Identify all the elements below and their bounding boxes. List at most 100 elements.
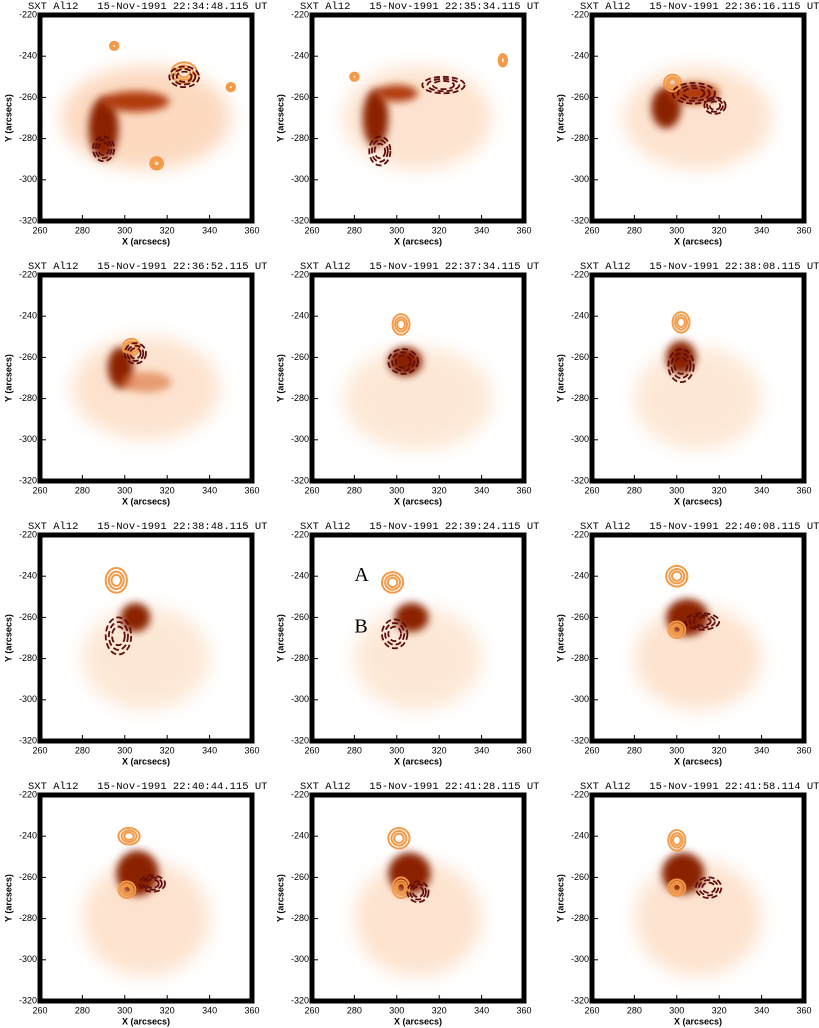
annotation: B xyxy=(354,615,367,637)
y-tick-label: -280 xyxy=(19,653,37,663)
contour-orange xyxy=(123,831,135,841)
contour-orange xyxy=(665,76,680,90)
x-tick-label: 260 xyxy=(304,1005,319,1015)
x-tick-label: 300 xyxy=(389,745,404,755)
x-tick-label: 300 xyxy=(117,1005,132,1015)
x-tick-label: 280 xyxy=(347,225,362,235)
frame xyxy=(309,272,527,484)
y-tick-label: -300 xyxy=(571,954,589,964)
contour-orange xyxy=(391,876,411,900)
contour-orange xyxy=(350,72,359,81)
y-tick-label: -260 xyxy=(19,352,37,362)
x-axis-label: X (arcsecs) xyxy=(394,756,442,766)
contour-dark xyxy=(426,77,461,93)
x-axis-label: X (arcsecs) xyxy=(674,496,722,506)
contour-dark xyxy=(671,82,716,105)
y-tick-label: -280 xyxy=(291,393,309,403)
x-tick-label: 360 xyxy=(796,1005,811,1015)
y-tick-label: -300 xyxy=(571,174,589,184)
y-axis-label: Y (arcsecs) xyxy=(555,354,565,402)
panel-title: SXT Al12 15-Nov-1991 22:40:44.115 UT xyxy=(28,781,267,793)
panel-title: SXT Al12 15-Nov-1991 22:36:52.115 UT xyxy=(28,261,267,273)
contour-orange xyxy=(391,313,411,336)
y-tick-label: -220 xyxy=(19,529,37,539)
contour-orange xyxy=(393,832,405,844)
y-tick-label: -240 xyxy=(19,831,37,841)
x-tick-label: 320 xyxy=(160,1005,175,1015)
emission xyxy=(634,347,762,451)
x-tick-label: 260 xyxy=(584,745,599,755)
contour-orange xyxy=(384,574,401,591)
contour-dark xyxy=(384,622,406,646)
emission xyxy=(634,860,762,977)
contour-orange xyxy=(671,834,682,846)
contour-dark xyxy=(682,87,706,100)
y-tick-label: -300 xyxy=(291,694,309,704)
y-tick-label: -220 xyxy=(571,9,589,19)
y-tick-label: -220 xyxy=(291,9,309,19)
y-tick-label: -280 xyxy=(19,913,37,923)
x-tick-label: 340 xyxy=(474,1005,489,1015)
x-tick-label: 300 xyxy=(669,1005,684,1015)
contour-dark xyxy=(111,625,126,647)
y-tick-label: -300 xyxy=(291,174,309,184)
contour-orange xyxy=(117,880,137,900)
y-tick-label: -240 xyxy=(571,571,589,581)
x-tick-label: 360 xyxy=(796,745,811,755)
contour-dark xyxy=(670,352,692,379)
x-tick-label: 320 xyxy=(160,745,175,755)
contour-dark xyxy=(667,348,695,384)
x-tick-label: 300 xyxy=(389,1005,404,1015)
y-tick-label: -220 xyxy=(291,789,309,799)
y-tick-label: -240 xyxy=(571,311,589,321)
y-tick-label: -260 xyxy=(19,872,37,882)
contour-dark xyxy=(123,342,147,365)
x-axis-label: X (arcsecs) xyxy=(122,1016,170,1026)
annotation: A xyxy=(354,564,369,586)
contour-dark xyxy=(373,142,387,160)
contour-dark xyxy=(129,347,142,360)
y-axis-label: Y (arcsecs) xyxy=(275,614,285,662)
emission xyxy=(101,91,170,112)
contour-orange xyxy=(394,879,408,896)
y-tick-label: -240 xyxy=(571,51,589,61)
y-axis-label: Y (arcsecs) xyxy=(3,614,13,662)
y-tick-label: -220 xyxy=(19,269,37,279)
contour-dark xyxy=(708,100,722,111)
x-tick-label: 340 xyxy=(202,225,217,235)
contour-dark xyxy=(431,80,455,91)
contour-dark xyxy=(94,138,113,160)
panel: SXT Al12 15-Nov-1991 22:41:28.115 UT 260 2… xyxy=(275,781,539,1027)
panel: SXT Al12 15-Nov-1991 22:39:24.115 UT 260 2… xyxy=(275,521,539,767)
y-tick-label: -260 xyxy=(571,872,589,882)
x-axis-label: X (arcsecs) xyxy=(394,236,442,246)
panel-title: SXT Al12 15-Nov-1991 22:34:48.115 UT xyxy=(28,1,267,13)
contour-orange xyxy=(499,56,506,65)
contour-orange xyxy=(227,84,234,90)
x-tick-label: 340 xyxy=(474,225,489,235)
emission xyxy=(354,860,482,977)
contour-orange xyxy=(122,885,132,895)
x-tick-label: 280 xyxy=(347,485,362,495)
contour-dark xyxy=(411,885,425,898)
x-tick-label: 320 xyxy=(712,485,727,495)
emission xyxy=(623,66,773,170)
y-tick-label: -240 xyxy=(291,831,309,841)
emission xyxy=(82,860,210,977)
y-tick-label: -280 xyxy=(571,653,589,663)
x-tick-label: 280 xyxy=(347,1005,362,1015)
contour-dark xyxy=(387,348,419,375)
panel-title: SXT Al12 15-Nov-1991 22:41:28.115 UT xyxy=(300,781,539,793)
x-tick-label: 340 xyxy=(202,745,217,755)
x-tick-label: 360 xyxy=(244,225,259,235)
x-axis-label: X (arcsecs) xyxy=(674,1016,722,1026)
panel-title: SXT Al12 15-Nov-1991 22:35:34.115 UT xyxy=(300,1,539,13)
frame xyxy=(309,532,527,744)
contour-orange xyxy=(351,73,358,80)
x-tick-label: 340 xyxy=(202,485,217,495)
contour-orange xyxy=(669,880,684,895)
panel-title: SXT Al12 15-Nov-1991 22:38:08.115 UT xyxy=(580,261,819,273)
y-tick-label: -280 xyxy=(571,913,589,923)
contour-orange xyxy=(396,318,406,331)
x-tick-label: 340 xyxy=(474,745,489,755)
